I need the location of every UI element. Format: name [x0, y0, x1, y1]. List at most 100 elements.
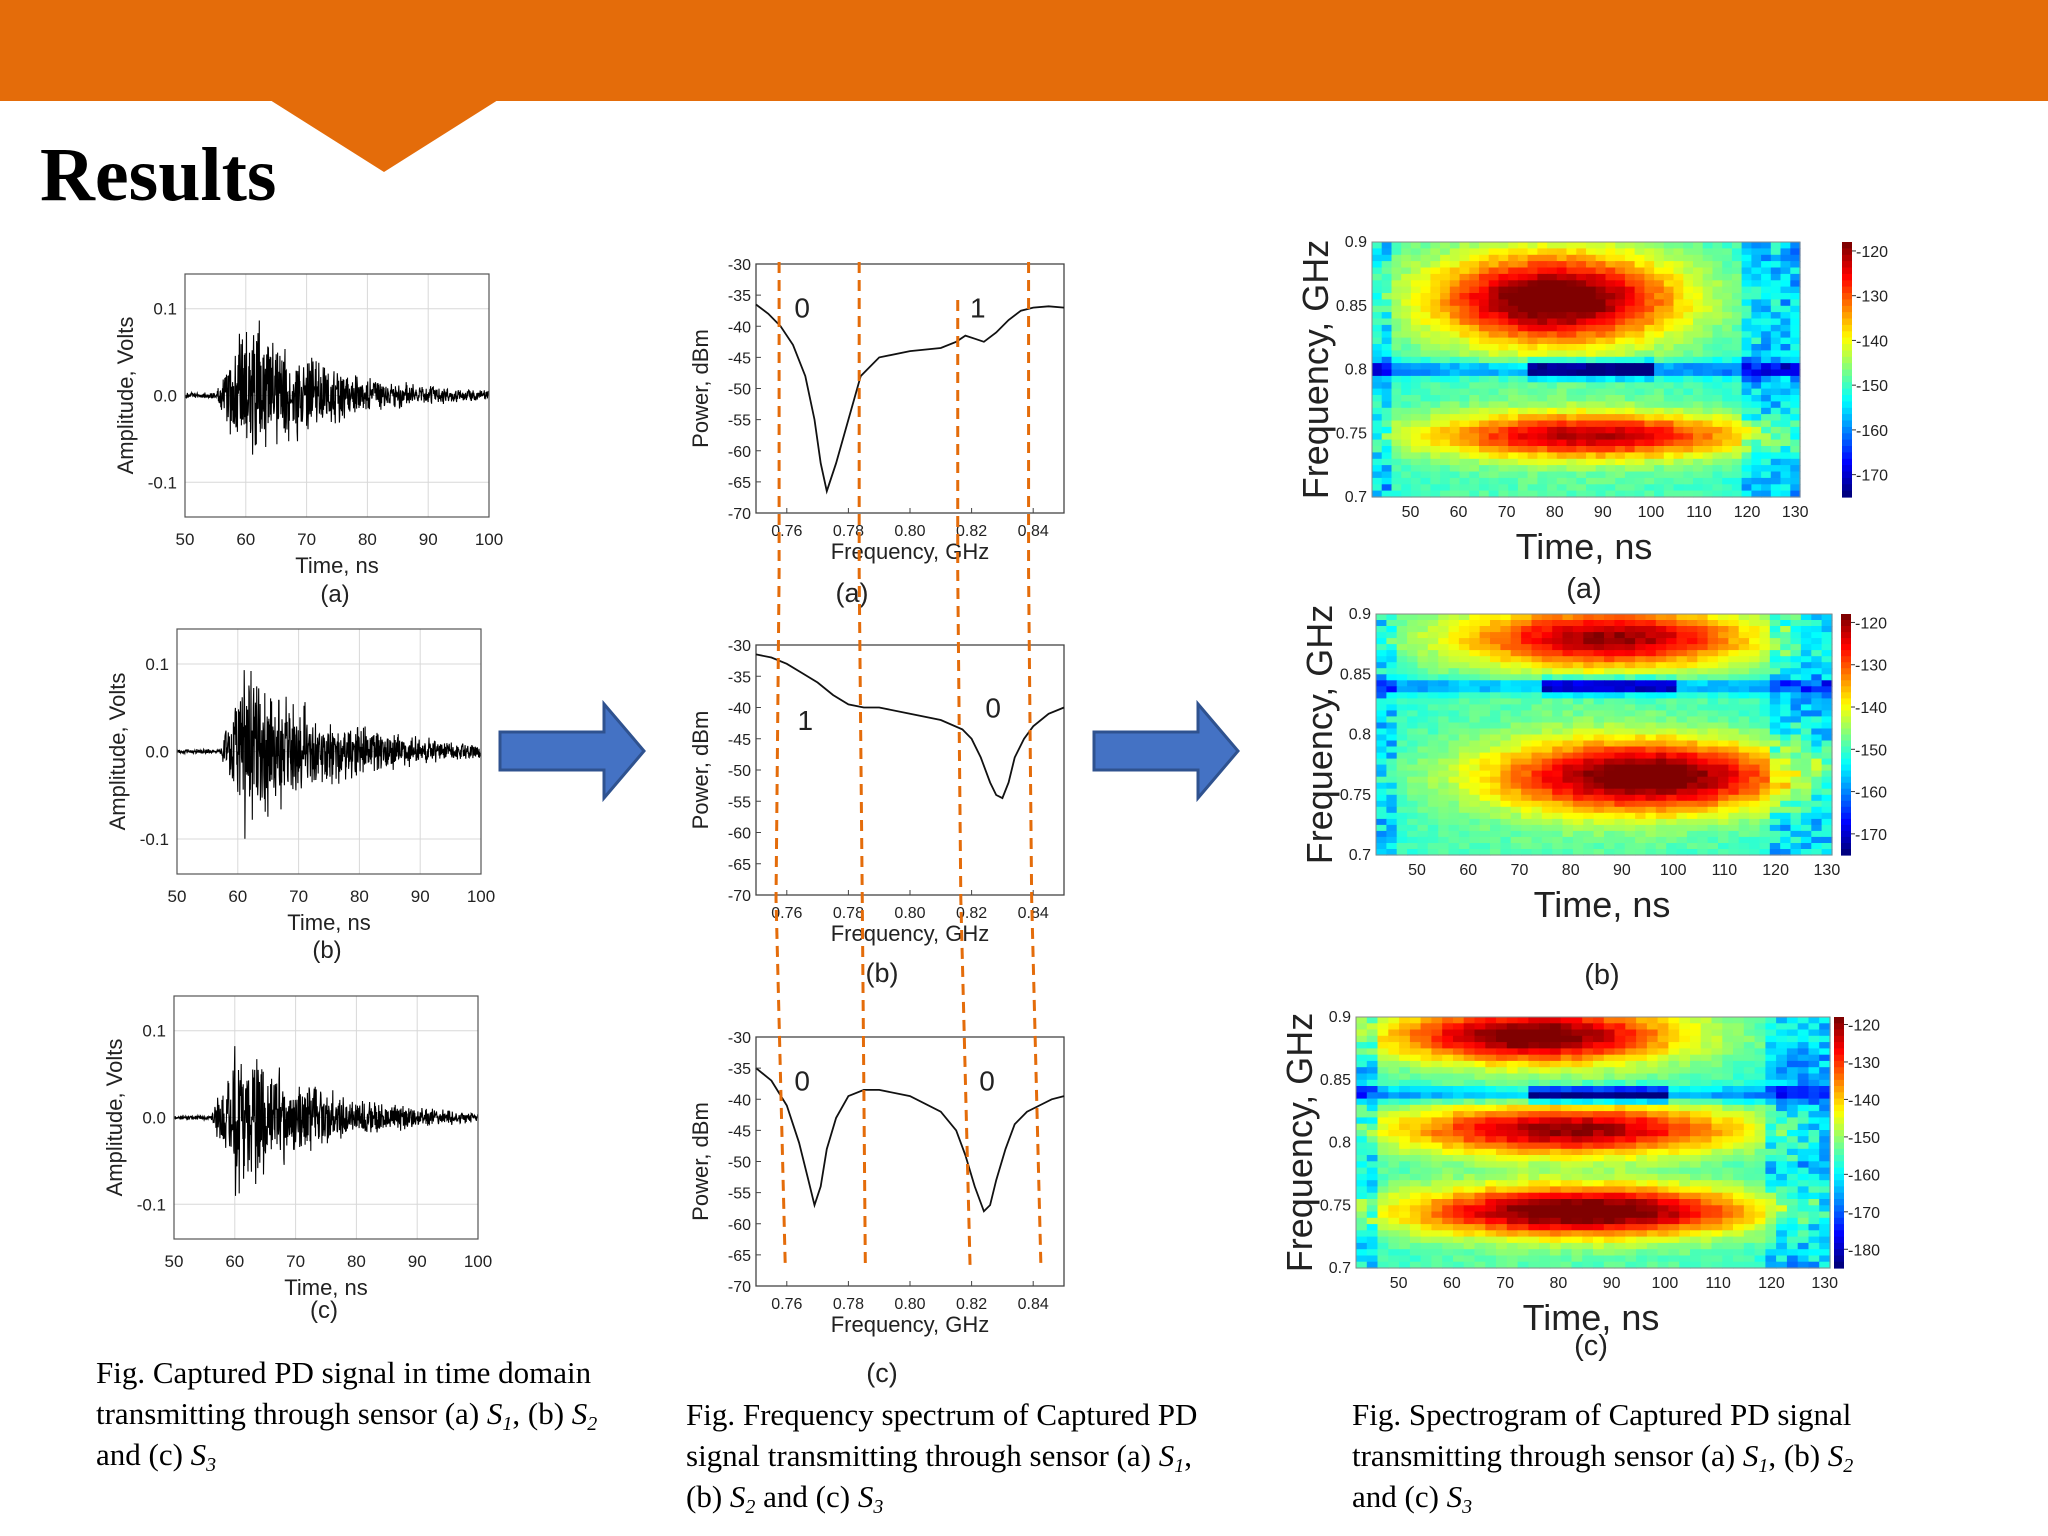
heatmap-cell: [1528, 1123, 1540, 1131]
heatmap-cell: [1722, 331, 1733, 339]
heatmap-cell: [1479, 446, 1490, 453]
heatmap-cell: [1479, 830, 1491, 838]
heatmap-cell: [1790, 331, 1801, 339]
heatmap-cell: [1498, 465, 1509, 473]
heatmap-cell: [1754, 1111, 1766, 1118]
heatmap-cell: [1769, 728, 1781, 736]
heatmap-cell: [1635, 849, 1647, 856]
heatmap-cell: [1635, 776, 1647, 784]
heatmap-cell: [1780, 806, 1792, 814]
heatmap-cell: [1673, 350, 1684, 358]
heatmap-cell: [1604, 824, 1615, 832]
heatmap-cell: [1498, 248, 1509, 256]
heatmap-cell: [1449, 344, 1461, 351]
heatmap-cell: [1800, 782, 1812, 790]
heatmap-cell: [1488, 420, 1499, 428]
heatmap-cell: [1566, 369, 1577, 377]
heatmap-cell: [1463, 1054, 1476, 1062]
heatmap-cell: [1593, 1104, 1605, 1112]
heatmap-cell: [1593, 1136, 1605, 1144]
heatmap-cell: [1506, 1167, 1519, 1175]
heatmap-cell: [1718, 626, 1729, 633]
heatmap-cell: [1469, 363, 1480, 371]
heatmap-cell: [1376, 710, 1387, 717]
heatmap-cell: [1438, 626, 1450, 633]
heatmap-cell: [1718, 800, 1729, 808]
heatmap-cell: [1780, 401, 1791, 409]
heatmap-cell: [1761, 356, 1772, 364]
heatmap-cell: [1634, 261, 1645, 269]
heatmap-cell: [1547, 242, 1558, 249]
heatmap-cell: [1707, 692, 1719, 699]
heatmap-cell: [1749, 626, 1761, 633]
heatmap-cell: [1821, 626, 1833, 633]
heatmap-cell: [1634, 324, 1645, 332]
heatmap-cell: [1430, 248, 1441, 256]
heatmap-cell: [1790, 490, 1801, 498]
y-axis-label: Power, dBm: [688, 1102, 713, 1221]
heatmap-cell: [1449, 299, 1461, 307]
heatmap-cell: [1469, 680, 1481, 687]
heatmap-cell: [1676, 716, 1688, 723]
heatmap-cell: [1636, 1060, 1648, 1068]
heatmap-cell: [1582, 1104, 1594, 1112]
heatmap-cell: [1427, 698, 1439, 705]
heatmap-cell: [1754, 1035, 1766, 1043]
heatmap-cell: [1510, 710, 1522, 717]
arrow-frequency-to-spectrogram: [1092, 699, 1240, 803]
heatmap-cell: [1556, 420, 1568, 428]
heatmap-cell: [1666, 776, 1678, 784]
heatmap-cell: [1759, 614, 1771, 621]
heatmap-cell: [1391, 242, 1402, 249]
heatmap-cell: [1593, 674, 1605, 681]
heatmap-cell: [1572, 746, 1584, 754]
heatmap-cell: [1797, 1023, 1810, 1031]
heatmap-cell: [1376, 674, 1387, 681]
heatmap-cell: [1459, 273, 1470, 281]
heatmap-cell: [1718, 692, 1729, 699]
heatmap-cell: [1388, 1123, 1400, 1131]
heatmap-cell: [1811, 770, 1823, 778]
heatmap-cell: [1496, 1111, 1508, 1118]
heatmap-cell: [1780, 420, 1791, 428]
heatmap-cell: [1576, 375, 1587, 383]
heatmap-cell: [1386, 794, 1398, 802]
heatmap-cell: [1700, 1067, 1713, 1075]
heatmap-cell: [1376, 650, 1387, 657]
heatmap-cell: [1595, 490, 1606, 498]
heatmap-cell: [1614, 1029, 1626, 1037]
heatmap-cell: [1459, 242, 1470, 249]
heatmap-cell: [1438, 734, 1450, 742]
heatmap-cell: [1386, 686, 1398, 693]
heatmap-cell: [1654, 490, 1665, 498]
heatmap-cell: [1469, 395, 1480, 402]
heatmap-cell: [1438, 770, 1450, 778]
heatmap-cell: [1624, 830, 1636, 838]
heatmap-cell: [1679, 1123, 1691, 1131]
heatmap-cell: [1821, 698, 1833, 705]
x-tick-label: 60: [225, 1252, 244, 1271]
colorbar-cell: [1842, 363, 1852, 371]
heatmap-cell: [1761, 254, 1772, 262]
heatmap-cell: [1722, 471, 1733, 479]
heatmap-cell: [1571, 1079, 1583, 1087]
heatmap-cell: [1531, 698, 1543, 705]
heatmap-cell: [1754, 1092, 1766, 1100]
heatmap-cell: [1634, 312, 1645, 320]
heatmap-cell: [1821, 728, 1833, 736]
heatmap-cell: [1593, 746, 1605, 754]
heatmap-cell: [1458, 662, 1470, 669]
heatmap-cell: [1474, 1017, 1486, 1024]
heatmap-cell: [1722, 401, 1733, 409]
heatmap-cell: [1683, 273, 1694, 281]
heatmap-cell: [1496, 1023, 1508, 1031]
heatmap-cell: [1683, 369, 1694, 377]
heatmap-cell: [1780, 388, 1791, 396]
heatmap-cell: [1722, 280, 1733, 288]
heatmap-cell: [1635, 710, 1647, 717]
heatmap-cell: [1549, 1060, 1562, 1068]
heatmap-cell: [1749, 710, 1761, 717]
heatmap-cell: [1479, 254, 1490, 262]
heatmap-cell: [1780, 662, 1792, 669]
heatmap-cell: [1697, 668, 1709, 675]
